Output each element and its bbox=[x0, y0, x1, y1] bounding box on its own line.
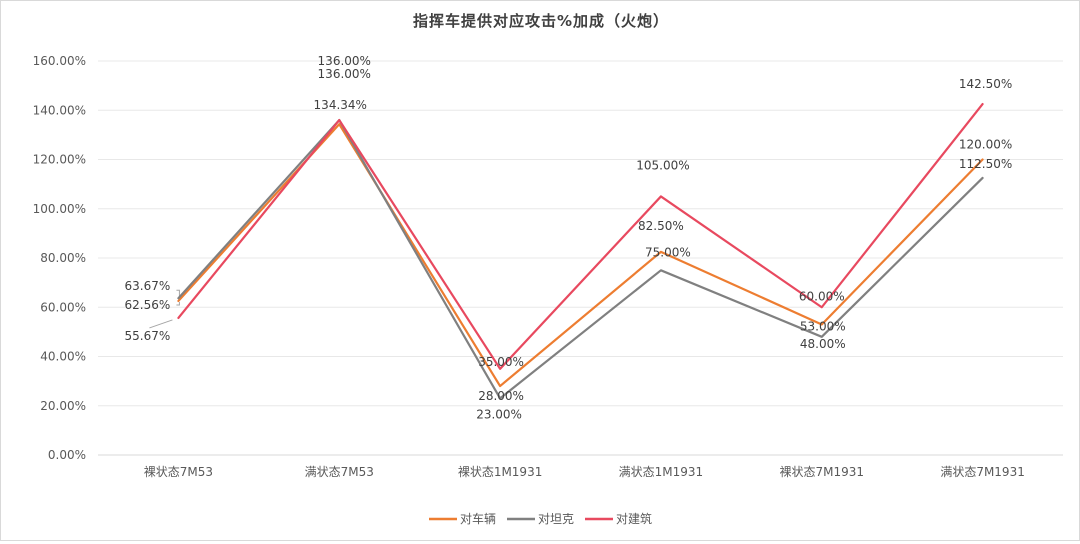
data-label: 136.00% bbox=[318, 54, 371, 68]
data-label: 142.50% bbox=[959, 77, 1012, 91]
series-lines bbox=[177, 102, 984, 400]
label-leader-lines bbox=[149, 289, 180, 329]
chart-title: 指挥车提供对应攻击%加成（火炮） bbox=[412, 12, 670, 30]
x-tick-label: 满状态7M53 bbox=[305, 465, 374, 479]
data-label: 112.50% bbox=[959, 157, 1012, 171]
y-tick-label: 140.00% bbox=[33, 103, 86, 117]
y-tick-label: 40.00% bbox=[40, 350, 86, 364]
gridlines bbox=[98, 60, 1063, 456]
y-tick-label: 120.00% bbox=[33, 153, 86, 167]
legend-item: 对坦克 bbox=[507, 512, 574, 526]
data-label: 55.67% bbox=[125, 329, 171, 343]
x-tick-label: 裸状态7M1931 bbox=[779, 464, 864, 479]
leader-line bbox=[176, 301, 180, 306]
data-label: 105.00% bbox=[636, 158, 689, 172]
data-label: 62.56% bbox=[125, 298, 171, 312]
data-label: 23.00% bbox=[476, 407, 522, 421]
y-tick-label: 20.00% bbox=[40, 399, 86, 413]
x-tick-label: 满状态1M1931 bbox=[619, 465, 704, 479]
data-label: 63.67% bbox=[125, 279, 171, 293]
data-label: 75.00% bbox=[645, 245, 691, 259]
data-label: 60.00% bbox=[799, 289, 845, 303]
x-tick-label: 裸状态1M1931 bbox=[458, 464, 543, 479]
series-line-2 bbox=[177, 118, 984, 400]
y-tick-label: 60.00% bbox=[40, 300, 86, 314]
data-label: 35.00% bbox=[478, 355, 524, 369]
legend-label: 对建筑 bbox=[616, 511, 652, 526]
x-axis-ticks: 裸状态7M53 满状态7M53 裸状态1M1931 满状态1M1931 裸状态7M193… bbox=[144, 464, 1025, 479]
data-labels: 62.56% 134.34% 28.00% 82.50% 53.00% 120.00% 63… bbox=[125, 54, 1013, 421]
data-label: 48.00% bbox=[800, 337, 846, 351]
data-label: 134.34% bbox=[314, 98, 367, 112]
y-tick-label: 80.00% bbox=[40, 251, 86, 265]
series-line-3 bbox=[177, 102, 984, 370]
data-label: 136.00% bbox=[318, 67, 371, 81]
x-tick-label: 满状态7M1931 bbox=[940, 465, 1025, 479]
y-tick-label: 160.00% bbox=[33, 54, 86, 68]
legend-label: 对车辆 bbox=[460, 511, 496, 526]
y-axis-ticks: 0.00% 20.00% 40.00% 60.00% 80.00% 100.00% 120.… bbox=[33, 54, 86, 462]
y-tick-label: 100.00% bbox=[33, 202, 86, 216]
data-label: 82.50% bbox=[638, 219, 684, 233]
legend: 对车辆 对坦克 对建筑 bbox=[429, 511, 652, 526]
leader-line bbox=[176, 289, 180, 298]
y-tick-label: 0.00% bbox=[48, 448, 86, 462]
legend-item: 对车辆 bbox=[429, 511, 496, 526]
x-tick-label: 裸状态7M53 bbox=[144, 464, 213, 479]
data-label: 28.00% bbox=[478, 389, 524, 403]
leader-line bbox=[149, 319, 173, 329]
legend-item: 对建筑 bbox=[585, 511, 652, 526]
data-label: 53.00% bbox=[800, 319, 846, 333]
legend-label: 对坦克 bbox=[538, 512, 574, 526]
data-label: 120.00% bbox=[959, 138, 1012, 152]
